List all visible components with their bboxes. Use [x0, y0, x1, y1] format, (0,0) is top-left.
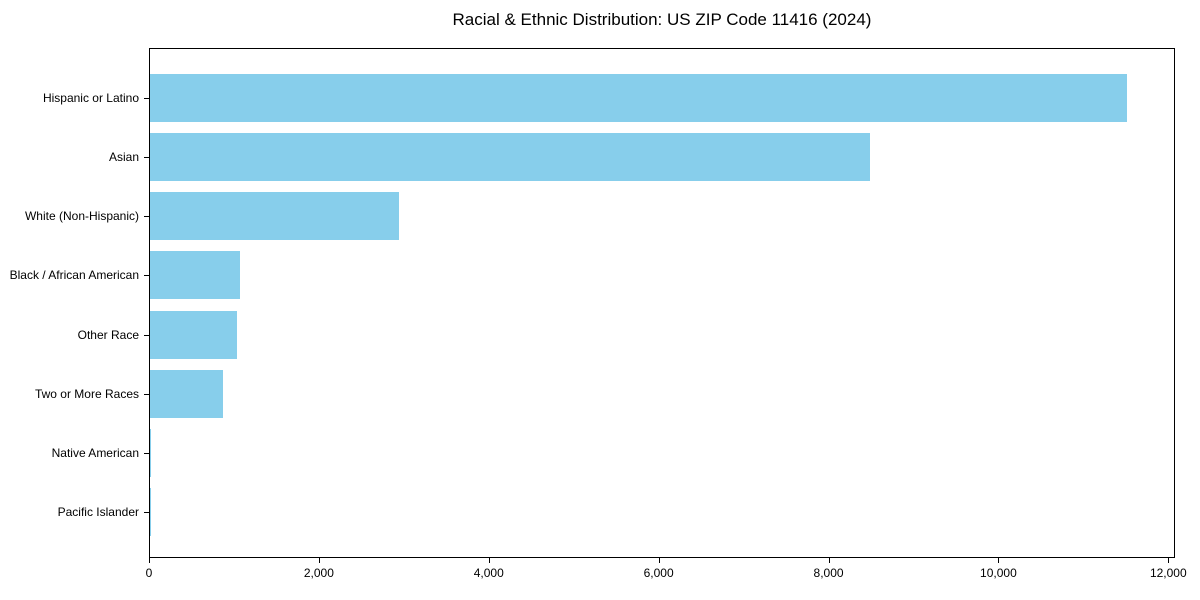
bar — [150, 251, 241, 300]
bar — [150, 310, 237, 359]
x-tick-label: 0 — [145, 566, 153, 580]
x-tick-label: 10,000 — [980, 566, 1017, 580]
y-tick-mark — [144, 216, 149, 218]
y-tick-label: Pacific Islander — [57, 505, 139, 520]
y-tick-mark — [144, 334, 149, 336]
x-tick-label: 2,000 — [303, 566, 334, 580]
x-tick-mark — [318, 558, 320, 563]
y-tick-label: Two or More Races — [34, 386, 139, 401]
x-tick-mark — [488, 558, 490, 563]
bar — [150, 192, 399, 241]
y-tick-mark — [144, 453, 149, 455]
x-tick-mark — [1168, 558, 1170, 563]
bar — [150, 369, 224, 418]
y-tick-label: Native American — [51, 446, 139, 461]
bar — [150, 73, 1127, 122]
x-tick-label: 4,000 — [473, 566, 504, 580]
y-tick-mark — [144, 393, 149, 395]
y-tick-mark — [144, 97, 149, 99]
y-tick-label: White (Non-Hispanic) — [24, 209, 139, 224]
x-tick-mark — [658, 558, 660, 563]
y-tick-mark — [144, 156, 149, 158]
x-tick-label: 8,000 — [813, 566, 844, 580]
y-tick-label: Black / African American — [9, 268, 139, 283]
chart-title: Racial & Ethnic Distribution: US ZIP Cod… — [452, 10, 872, 29]
y-tick-label: Hispanic or Latino — [42, 90, 139, 105]
x-tick-label: 12,000 — [1149, 566, 1187, 580]
x-tick-mark — [149, 558, 150, 563]
y-tick-mark — [144, 512, 149, 514]
x-tick-mark — [828, 558, 830, 563]
y-tick-mark — [144, 275, 149, 277]
y-tick-label: Asian — [108, 149, 139, 164]
bar — [150, 132, 871, 181]
x-tick-mark — [998, 558, 1000, 563]
bar — [150, 429, 152, 478]
plot-area — [149, 48, 1175, 558]
y-tick-label: Other Race — [77, 327, 139, 342]
x-tick-label: 6,000 — [643, 566, 674, 580]
